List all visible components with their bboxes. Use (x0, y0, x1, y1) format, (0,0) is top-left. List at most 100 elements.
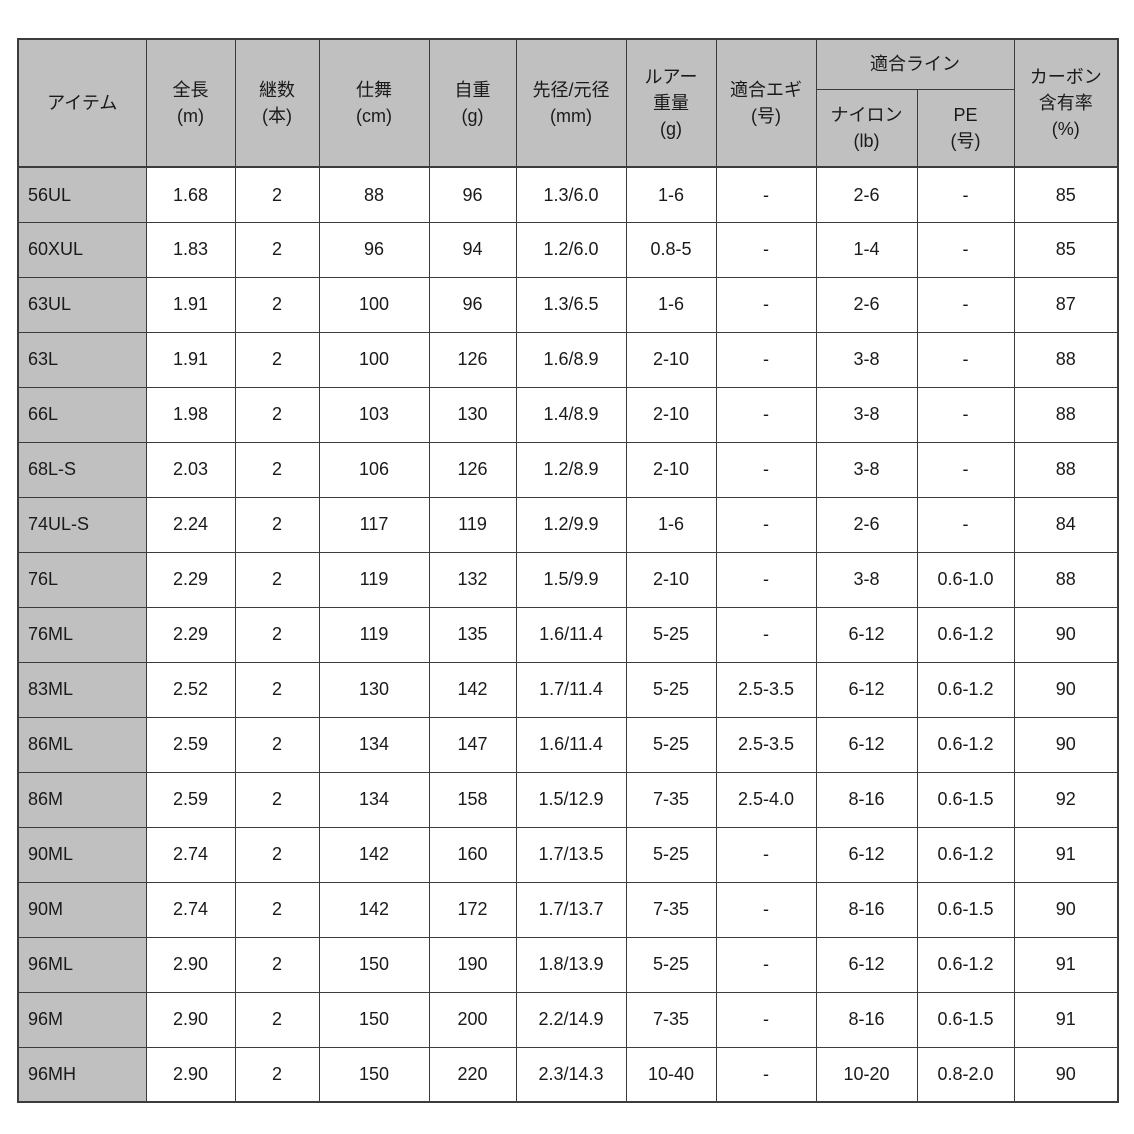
value-cell: - (916, 386, 1015, 443)
value-cell: 2-6 (815, 496, 918, 553)
value-cell: 2.29 (145, 551, 236, 608)
value-cell: 2.5-3.5 (715, 661, 817, 718)
value-cell: 142 (428, 661, 517, 718)
value-cell: 1.4/8.9 (515, 386, 627, 443)
value-cell: 150 (318, 1046, 430, 1103)
value-cell: 0.6-1.2 (916, 826, 1015, 883)
value-cell: 1-6 (625, 276, 717, 333)
spec-table-body: 56UL 1.68 2 88 96 1.3/6.0 1-6 - 2-6 - 85… (17, 166, 1119, 1103)
value-cell: 100 (318, 276, 430, 333)
value-cell: 220 (428, 1046, 517, 1103)
value-cell: 119 (428, 496, 517, 553)
value-cell: 1.91 (145, 276, 236, 333)
value-cell: - (715, 166, 817, 223)
value-cell: 6-12 (815, 716, 918, 773)
value-cell: 0.6-1.2 (916, 936, 1015, 993)
value-cell: 2.90 (145, 936, 236, 993)
value-cell: 85 (1013, 221, 1119, 278)
value-cell: 3-8 (815, 386, 918, 443)
value-cell: 91 (1013, 936, 1119, 993)
value-cell: 132 (428, 551, 517, 608)
value-cell: 2 (234, 496, 320, 553)
header-tip-butt-diameter: 先径/元径 (mm) (515, 38, 627, 168)
value-cell: 85 (1013, 166, 1119, 223)
item-cell: 96MH (17, 1046, 147, 1103)
value-cell: 2 (234, 606, 320, 663)
value-cell: 1.7/13.5 (515, 826, 627, 883)
value-cell: 6-12 (815, 606, 918, 663)
value-cell: 1.68 (145, 166, 236, 223)
value-cell: 0.6-1.5 (916, 881, 1015, 938)
table-row: 74UL-S 2.24 2 117 119 1.2/9.9 1-6 - 2-6 … (17, 496, 1119, 553)
value-cell: 1.8/13.9 (515, 936, 627, 993)
table-row: 96ML 2.90 2 150 190 1.8/13.9 5-25 - 6-12… (17, 936, 1119, 993)
item-cell: 63UL (17, 276, 147, 333)
value-cell: 88 (1013, 331, 1119, 388)
rod-spec-table: アイテム 全長 (m) 継数 (本) 仕舞 (cm) 自重 (g) 先径/元径 … (17, 38, 1119, 1103)
value-cell: 1.6/11.4 (515, 716, 627, 773)
table-row: 96M 2.90 2 150 200 2.2/14.9 7-35 - 8-16 … (17, 991, 1119, 1048)
table-row: 86ML 2.59 2 134 147 1.6/11.4 5-25 2.5-3.… (17, 716, 1119, 773)
item-cell: 66L (17, 386, 147, 443)
table-row: 66L 1.98 2 103 130 1.4/8.9 2-10 - 3-8 - … (17, 386, 1119, 443)
value-cell: 5-25 (625, 606, 717, 663)
value-cell: 150 (318, 936, 430, 993)
value-cell: 134 (318, 716, 430, 773)
value-cell: 0.8-2.0 (916, 1046, 1015, 1103)
value-cell: 2.5-4.0 (715, 771, 817, 828)
value-cell: 126 (428, 331, 517, 388)
item-cell: 86M (17, 771, 147, 828)
value-cell: 2 (234, 1046, 320, 1103)
value-cell: 0.6-1.0 (916, 551, 1015, 608)
value-cell: 100 (318, 331, 430, 388)
value-cell: 1.6/11.4 (515, 606, 627, 663)
value-cell: - (715, 606, 817, 663)
value-cell: 87 (1013, 276, 1119, 333)
value-cell: 96 (318, 221, 430, 278)
table-row: 63UL 1.91 2 100 96 1.3/6.5 1-6 - 2-6 - 8… (17, 276, 1119, 333)
value-cell: 2.5-3.5 (715, 716, 817, 773)
value-cell: 88 (318, 166, 430, 223)
value-cell: 7-35 (625, 771, 717, 828)
value-cell: 172 (428, 881, 517, 938)
value-cell: 2-6 (815, 276, 918, 333)
value-cell: 1.83 (145, 221, 236, 278)
value-cell: 2 (234, 991, 320, 1048)
value-cell: 10-40 (625, 1046, 717, 1103)
table-row: 68L-S 2.03 2 106 126 1.2/8.9 2-10 - 3-8 … (17, 441, 1119, 498)
item-cell: 90ML (17, 826, 147, 883)
value-cell: 90 (1013, 1046, 1119, 1103)
header-sections: 継数 (本) (234, 38, 320, 168)
value-cell: 119 (318, 551, 430, 608)
item-cell: 86ML (17, 716, 147, 773)
value-cell: 3-8 (815, 331, 918, 388)
value-cell: 2 (234, 551, 320, 608)
value-cell: 2.29 (145, 606, 236, 663)
value-cell: 190 (428, 936, 517, 993)
value-cell: - (916, 496, 1015, 553)
value-cell: 5-25 (625, 661, 717, 718)
item-cell: 76ML (17, 606, 147, 663)
value-cell: 8-16 (815, 881, 918, 938)
value-cell: 0.6-1.5 (916, 991, 1015, 1048)
value-cell: 5-25 (625, 936, 717, 993)
value-cell: 2.2/14.9 (515, 991, 627, 1048)
table-row: 76L 2.29 2 119 132 1.5/9.9 2-10 - 3-8 0.… (17, 551, 1119, 608)
value-cell: 2.59 (145, 716, 236, 773)
item-cell: 96M (17, 991, 147, 1048)
value-cell: 1.7/13.7 (515, 881, 627, 938)
item-cell: 63L (17, 331, 147, 388)
value-cell: 160 (428, 826, 517, 883)
value-cell: - (715, 221, 817, 278)
value-cell: - (715, 331, 817, 388)
table-row: 76ML 2.29 2 119 135 1.6/11.4 5-25 - 6-12… (17, 606, 1119, 663)
value-cell: 3-8 (815, 441, 918, 498)
value-cell: 1.2/6.0 (515, 221, 627, 278)
value-cell: 2-10 (625, 386, 717, 443)
value-cell: - (715, 441, 817, 498)
value-cell: 5-25 (625, 826, 717, 883)
value-cell: 134 (318, 771, 430, 828)
value-cell: 0.6-1.2 (916, 661, 1015, 718)
item-cell: 68L-S (17, 441, 147, 498)
value-cell: 2 (234, 386, 320, 443)
